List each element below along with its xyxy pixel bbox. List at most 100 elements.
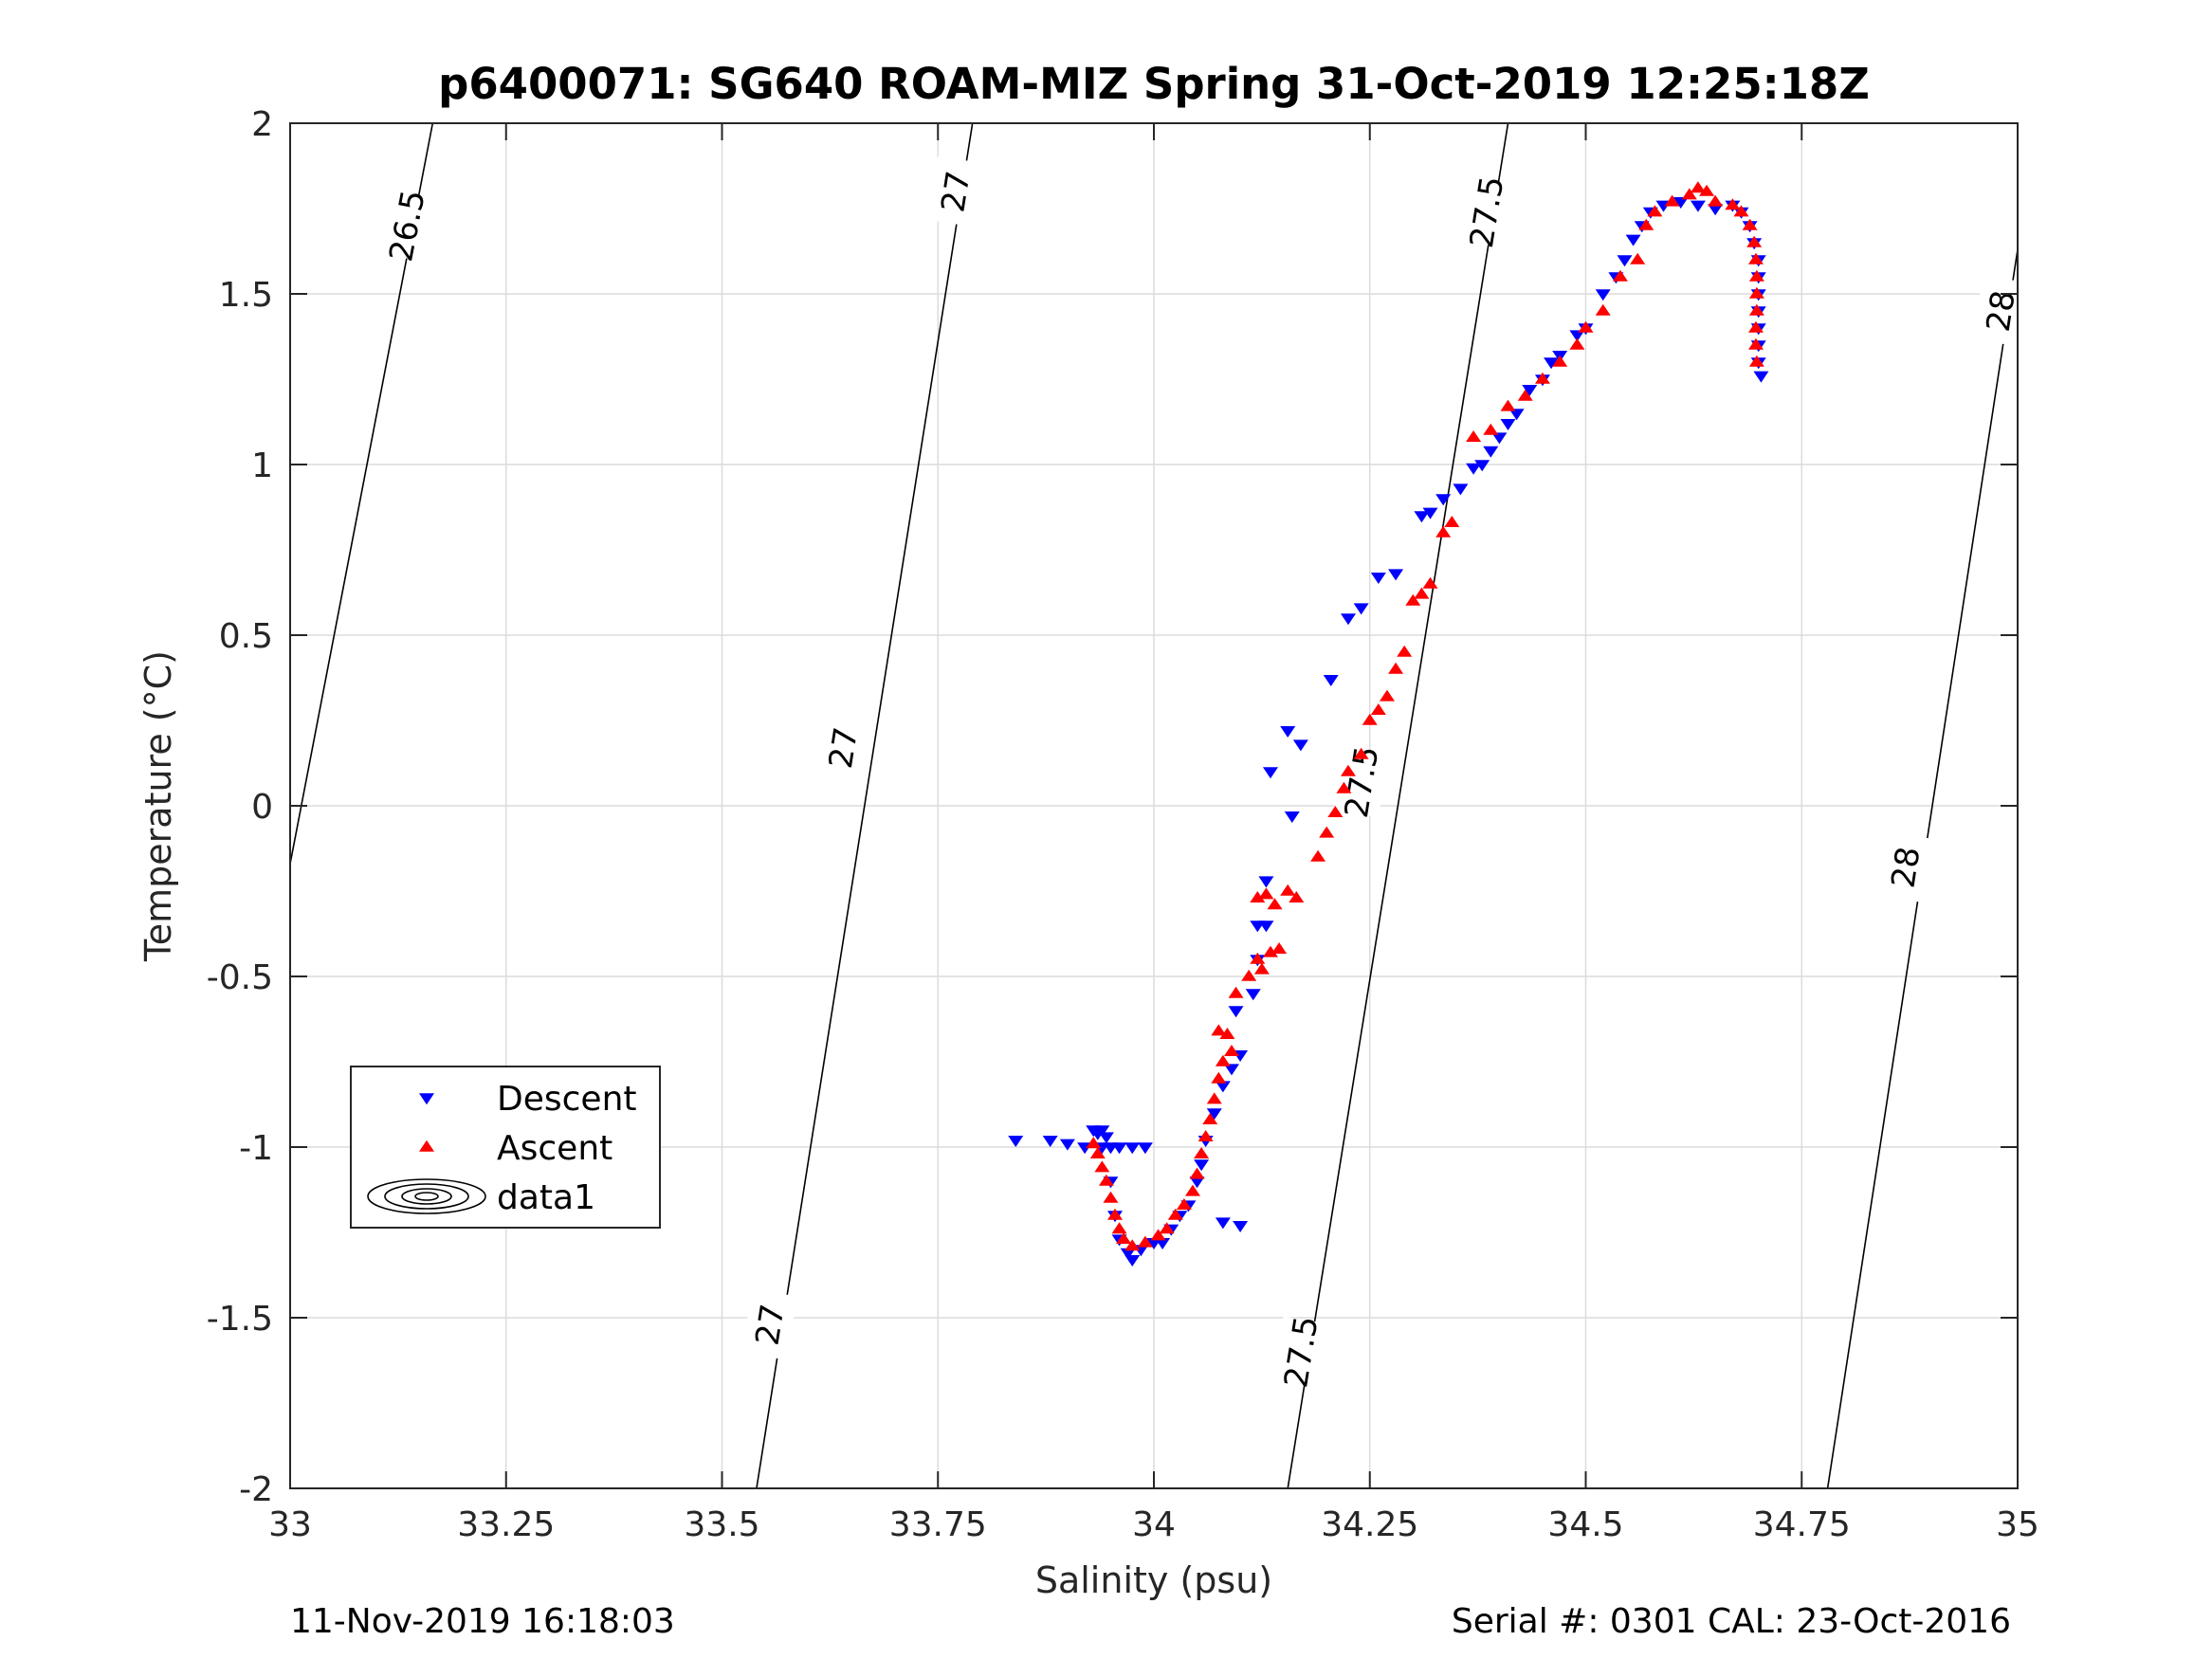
descent-point [1292, 739, 1308, 752]
contour-label: 28 [1980, 288, 2023, 335]
contour-line [756, 122, 974, 1489]
ascent-point [1690, 181, 1706, 193]
descent-point [1353, 603, 1369, 615]
legend-descent-marker [419, 1093, 434, 1105]
ascent-point [1534, 372, 1550, 384]
x-tick-label: 34.5 [1547, 1505, 1623, 1544]
descent-point [1008, 1136, 1024, 1147]
ascent-point [1327, 806, 1344, 817]
ascent-point [1578, 320, 1594, 333]
descent-point [1284, 811, 1300, 823]
ascent-point [1250, 891, 1266, 902]
ascent-point [1103, 1191, 1119, 1203]
ascent-point [1289, 891, 1305, 902]
ascent-point [1500, 399, 1516, 411]
ascent-point [1280, 884, 1296, 896]
ascent-point [1111, 1222, 1127, 1234]
ascent-point [1124, 1239, 1141, 1251]
contour-label-bg [741, 1288, 797, 1360]
ascent-point [1098, 1174, 1114, 1186]
descent-point [1690, 200, 1706, 212]
descent-point [1111, 1142, 1127, 1155]
ascent-point [1444, 516, 1460, 527]
y-tick-label: -0.5 [207, 958, 273, 997]
contour-label-bg [1272, 1316, 1328, 1388]
ascent-point [1630, 252, 1646, 264]
descent-point [1435, 494, 1452, 506]
ascent-point [1552, 355, 1568, 367]
ascent-point [1405, 593, 1421, 606]
descent-point [1120, 1248, 1136, 1260]
descent-point [1522, 385, 1538, 396]
ascent-point [1250, 952, 1266, 964]
ascent-point [1647, 205, 1663, 217]
descent-point [1625, 234, 1641, 246]
y-axis-label: Temperature (°C) [137, 650, 179, 962]
ascent-point [1638, 218, 1654, 230]
descent-point [1453, 483, 1469, 496]
descent-point [1466, 463, 1482, 475]
ascent-point [1262, 945, 1278, 957]
descent-point [1098, 1132, 1114, 1144]
contour-label-bg [1877, 831, 1933, 903]
ascent-point [1340, 764, 1356, 776]
descent-point [1124, 1255, 1141, 1267]
ascent-point [1708, 194, 1724, 207]
ascent-point [1388, 662, 1404, 674]
contour-line [1287, 122, 1509, 1489]
ascent-point [1699, 184, 1715, 196]
ascent-point [1466, 430, 1482, 442]
descent-point [1258, 921, 1274, 933]
descent-point [1206, 1108, 1222, 1121]
ascent-point [1211, 1071, 1227, 1084]
ascent-point [1748, 269, 1764, 282]
x-tick-label: 33 [268, 1505, 312, 1544]
ascent-point [1569, 337, 1585, 350]
x-tick-label: 33.25 [457, 1505, 555, 1544]
ascent-point [1612, 269, 1628, 282]
legend-box [350, 1066, 661, 1229]
ascent-point [1176, 1198, 1192, 1210]
descent-point [1258, 876, 1274, 888]
y-tick-label: 1.5 [219, 276, 273, 315]
ascent-point [1483, 423, 1499, 435]
descent-point [1474, 460, 1490, 472]
descent-point [1245, 989, 1261, 1001]
descent-point [1137, 1142, 1153, 1155]
y-tick-label: -2 [239, 1470, 273, 1509]
ascent-point [1422, 576, 1438, 589]
footer-serial: Serial #: 0301 CAL: 23-Oct-2016 [1451, 1602, 2011, 1641]
axis-ticks: 33 33.25 33.5 33.75 34 34.25 34.5 34.75 35 -2 -1.5… [207, 105, 2039, 1544]
descent-point [1280, 726, 1296, 738]
descent-point [1089, 1128, 1106, 1140]
descent-point [1223, 1064, 1239, 1076]
descent-point [1042, 1136, 1058, 1147]
legend-contour-icon [414, 1192, 439, 1201]
ascent-point [1211, 1024, 1227, 1036]
descent-point [1753, 371, 1769, 383]
descent-point [1617, 255, 1633, 267]
descent-point [1233, 1221, 1249, 1232]
ascent-point [1742, 218, 1758, 230]
descent-point [1340, 613, 1356, 626]
descent-point [1262, 767, 1278, 779]
descent-point [1483, 446, 1499, 458]
ascent-point [1681, 188, 1697, 200]
ascent-point [1267, 898, 1283, 910]
ascent-point [1370, 703, 1386, 715]
y-tick-label: 1 [251, 447, 273, 485]
contour-label-bg [1458, 176, 1514, 247]
x-tick-label: 33.5 [684, 1505, 759, 1544]
descent-point [1124, 1142, 1141, 1155]
descent-point [1194, 1159, 1210, 1172]
descent-point [1414, 511, 1430, 523]
ascent-point [1733, 205, 1749, 217]
ascent-point [1379, 689, 1395, 702]
descent-point [1500, 419, 1516, 430]
ascent-point [1595, 303, 1611, 316]
descent-point [1388, 569, 1404, 581]
x-tick-label: 33.75 [889, 1505, 987, 1544]
y-tick-label: 2 [251, 105, 273, 144]
